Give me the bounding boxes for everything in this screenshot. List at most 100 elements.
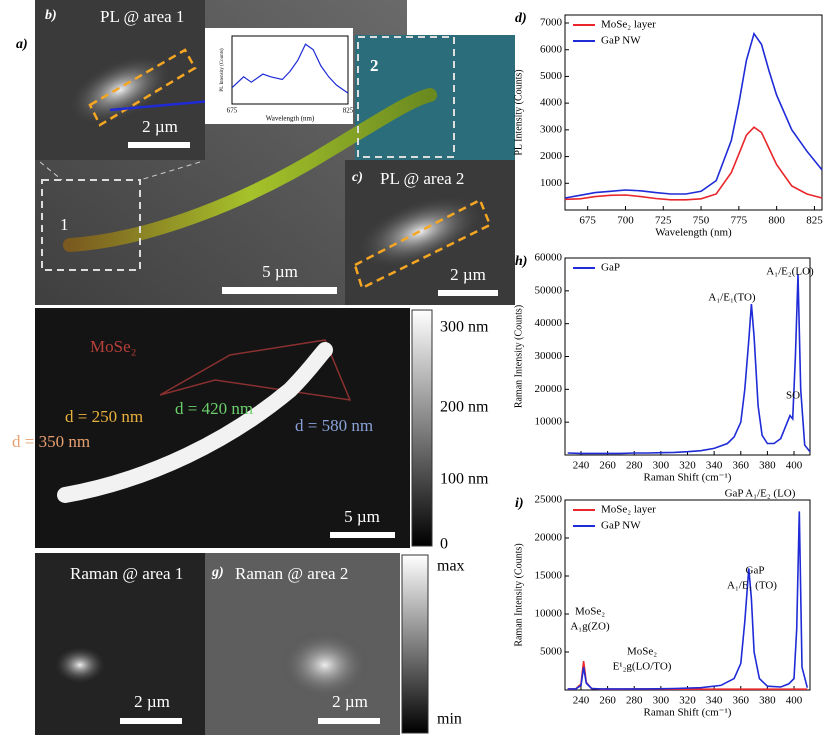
annotation: MoSe₂ (627, 646, 657, 658)
panel-label: c) (352, 170, 363, 185)
x-tick-label: 300 (653, 695, 670, 707)
panel-label: f) (16, 565, 25, 580)
scale-label: 2 µm (450, 265, 486, 284)
x-axis-label: Wavelength (nm) (266, 114, 315, 122)
x-tick-label: 775 (731, 215, 748, 227)
annotation: A₁/E₂(LO) (766, 266, 814, 278)
x-tick-label: 700 (617, 215, 634, 227)
legend-label: GaP NW (601, 520, 641, 532)
legend-label: MoSe₂ layer (601, 19, 656, 31)
x-tick-label: 675 (227, 107, 238, 115)
panel-title: Raman @ area 2 (235, 564, 348, 583)
annotation: GaP A₁/E₂ (LO) (725, 488, 796, 500)
scale-bar (318, 718, 380, 724)
y-tick-label: 50000 (535, 284, 563, 296)
y-tick-label: 40000 (535, 317, 563, 329)
y-tick-label: 30000 (535, 350, 563, 362)
panel-label: e) (16, 317, 27, 332)
scale-bar (120, 718, 182, 724)
legend-label: GaP NW (601, 35, 641, 47)
x-tick-label: 675 (579, 215, 596, 227)
x-tick-label: 750 (693, 215, 710, 227)
y-axis-label: PL Intensity (Counts) (220, 48, 225, 91)
panel-label: h) (515, 254, 527, 269)
series-line (568, 511, 808, 689)
plot-frame (565, 258, 810, 455)
panel-title: PL @ area 1 (100, 7, 184, 26)
panel-label: b) (45, 8, 57, 23)
x-tick-label: 825 (806, 215, 823, 227)
y-tick-label: 25000 (535, 494, 563, 506)
annotation: A₁g(ZO) (570, 621, 610, 633)
colorbar-label: max (437, 558, 465, 575)
x-tick-label: 320 (679, 695, 696, 707)
panel-label: a) (16, 37, 28, 52)
x-tick-label: 380 (759, 460, 776, 472)
legend-label: MoSe₂ layer (601, 504, 656, 516)
colorbar-label: 300 nm (440, 319, 489, 336)
scale-bar (128, 142, 190, 148)
panel-label: d) (515, 11, 527, 26)
colorbar-label: 200 nm (440, 399, 489, 416)
x-tick-label: 340 (706, 460, 723, 472)
scale-label: 5 µm (344, 507, 380, 526)
y-tick-label: 3000 (540, 123, 563, 135)
annotation: A₁/E₁(TO) (708, 292, 756, 304)
scale-label: 2 µm (142, 117, 178, 136)
x-tick-label: 360 (733, 460, 750, 472)
y-axis-label: Raman Intensity (Counts) (513, 543, 524, 646)
y-tick-label: 1000 (540, 177, 563, 189)
annotation: SO (786, 390, 800, 402)
scale-label: 2 µm (134, 692, 170, 711)
x-tick-label: 360 (733, 695, 750, 707)
y-tick-label: 20000 (535, 383, 563, 395)
colorbar-label: 0 (440, 536, 448, 553)
annotation: A₁/E₁ (TO) (727, 580, 777, 592)
y-tick-label: 4000 (540, 97, 563, 109)
y-tick-label: 10000 (535, 608, 563, 620)
x-tick-label: 260 (599, 460, 616, 472)
scale-label: 2 µm (332, 692, 368, 711)
x-tick-label: 400 (786, 695, 803, 707)
diameter-label: d = 580 nm (295, 416, 373, 435)
x-tick-label: 300 (653, 460, 670, 472)
diameter-label: d = 420 nm (175, 399, 253, 418)
x-tick-label: 320 (679, 460, 696, 472)
x-tick-label: 280 (626, 695, 643, 707)
scale-label: 5 µm (262, 262, 298, 281)
y-tick-label: 5000 (540, 70, 563, 82)
raman-spot (280, 630, 370, 700)
series-line (565, 127, 822, 200)
colorbar (402, 555, 428, 733)
y-tick-label: 10000 (535, 416, 563, 428)
panel-label: g) (211, 565, 224, 580)
x-tick-label: 825 (343, 107, 354, 115)
panel-title: Raman @ area 1 (70, 564, 183, 583)
diameter-label: d = 250 nm (65, 407, 143, 426)
x-tick-label: 260 (599, 695, 616, 707)
x-tick-label: 400 (786, 460, 803, 472)
y-tick-label: 2000 (540, 150, 563, 162)
area-label: 2 (370, 56, 379, 75)
x-tick-label: 725 (655, 215, 672, 227)
x-tick-label: 380 (759, 695, 776, 707)
x-tick-label: 240 (573, 460, 590, 472)
y-tick-label: 20000 (535, 532, 563, 544)
y-tick-label: 6000 (540, 43, 563, 55)
panel-title: PL @ area 2 (380, 169, 464, 188)
x-tick-label: 800 (768, 215, 785, 227)
x-tick-label: 340 (706, 695, 723, 707)
area-label: 1 (60, 215, 69, 234)
x-axis-label: Raman Shift (cm⁻¹) (644, 472, 732, 484)
material-label: MoSe₂ (90, 337, 137, 356)
series-line (568, 661, 808, 689)
x-tick-label: 280 (626, 460, 643, 472)
legend-label: GaP (601, 262, 620, 274)
y-tick-label: 15000 (535, 570, 563, 582)
x-axis-label: Wavelength (nm) (655, 227, 732, 239)
annotation: MoSe₂ (575, 606, 605, 618)
y-tick-label: 5000 (540, 646, 563, 658)
x-axis-label: Raman Shift (cm⁻¹) (644, 707, 732, 719)
colorbar-label: 100 nm (440, 471, 489, 488)
y-axis-label: Raman Intensity (Counts) (513, 305, 524, 408)
